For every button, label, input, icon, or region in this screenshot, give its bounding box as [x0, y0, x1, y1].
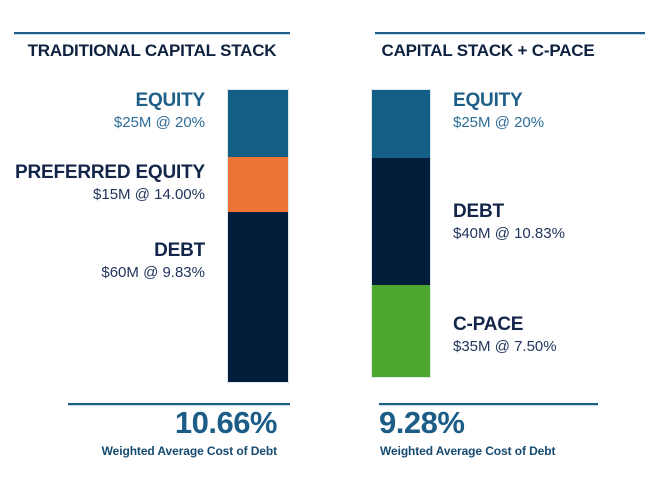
top-divider-left [14, 32, 290, 34]
segment-label: DEBT [453, 201, 504, 222]
top-divider-right [375, 32, 645, 34]
equity-label-group: EQUITY $25M @ 20% [453, 90, 653, 132]
bottom-divider-left [68, 403, 290, 405]
debt-bar-segment [228, 212, 288, 382]
wacd-caption: Weighted Average Cost of Debt [380, 444, 556, 458]
debt-bar-segment [372, 158, 430, 285]
cpace-bar-segment [372, 285, 430, 377]
bottom-divider-right [379, 403, 598, 405]
segment-label: C-PACE [453, 314, 524, 335]
equity-bar-segment [228, 90, 288, 157]
segment-value: $15M @ 14.00% [93, 186, 205, 203]
segment-label: DEBT [154, 240, 205, 261]
segment-value: $60M @ 9.83% [101, 264, 205, 281]
segment-value: $35M @ 7.50% [453, 338, 557, 355]
traditional-chart-title: TRADITIONAL CAPITAL STACK [27, 41, 277, 60]
traditional-stack-bar [227, 89, 289, 383]
segment-label: EQUITY [453, 90, 523, 111]
wacd-percentage: 10.66% [174, 405, 278, 440]
segment-label: EQUITY [135, 90, 205, 111]
wacd-percentage: 9.28% [379, 405, 465, 440]
preferred-equity-bar-segment [228, 157, 288, 212]
cpace-stack-bar [371, 89, 431, 378]
equity-bar-segment [372, 90, 430, 158]
equity-label-group: EQUITY $25M @ 20% [0, 90, 205, 132]
debt-label-group: DEBT $40M @ 10.83% [453, 201, 653, 243]
debt-label-group: DEBT $60M @ 9.83% [0, 240, 205, 282]
cpace-label-group: C-PACE $35M @ 7.50% [453, 314, 653, 356]
segment-value: $25M @ 20% [113, 114, 205, 131]
preferred-equity-label-group: PREFERRED EQUITY $15M @ 14.00% [0, 162, 205, 204]
segment-value: $25M @ 20% [453, 114, 545, 131]
segment-value: $40M @ 10.83% [453, 225, 565, 242]
cpace-chart-title: CAPITAL STACK + C-PACE [381, 41, 595, 60]
segment-label: PREFERRED EQUITY [15, 162, 205, 183]
wacd-caption: Weighted Average Cost of Debt [101, 444, 277, 458]
